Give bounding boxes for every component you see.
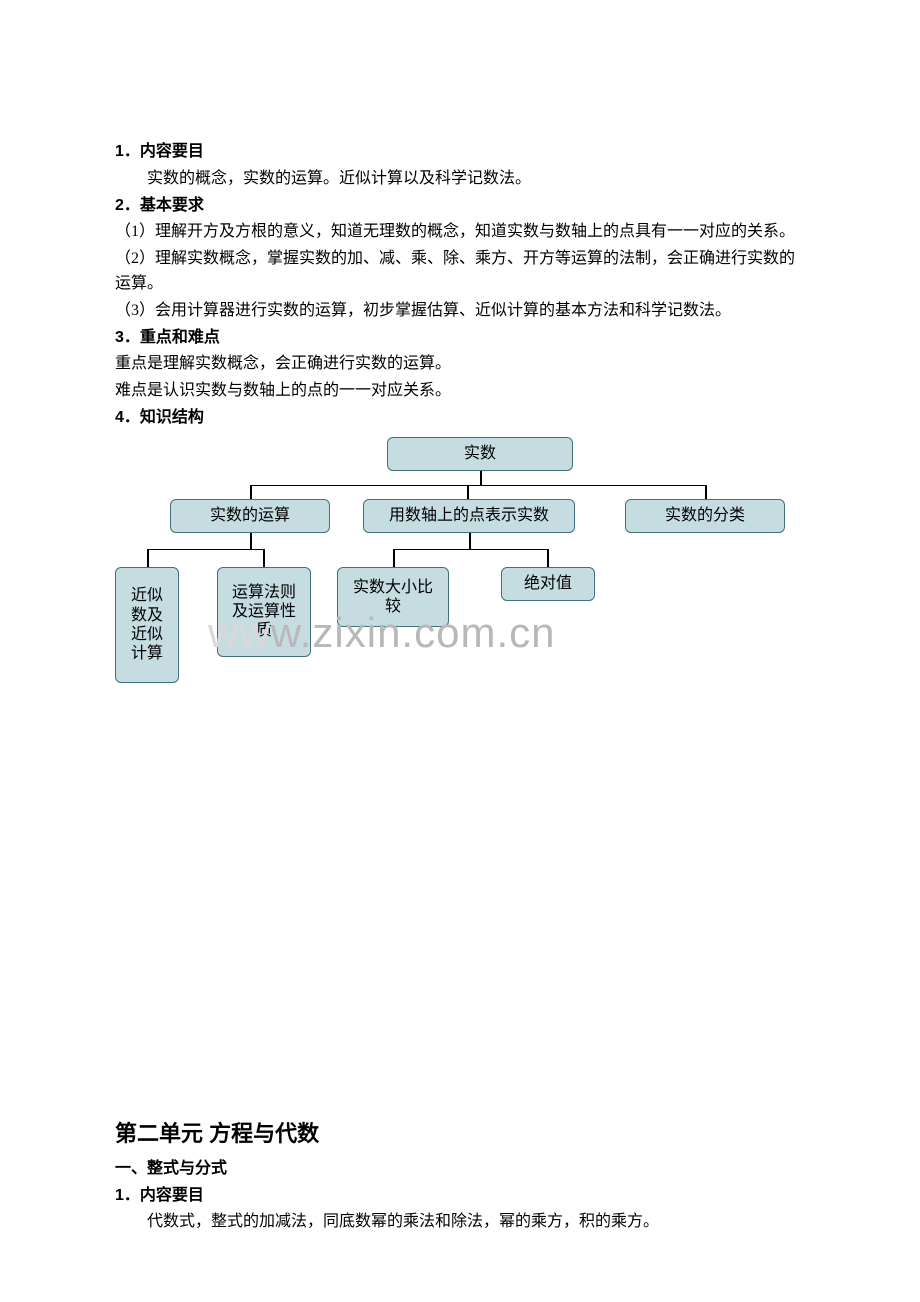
tree-edge <box>547 549 549 567</box>
tree-edge <box>147 549 149 567</box>
tree-edge <box>467 485 469 499</box>
tree-edge <box>250 485 252 499</box>
tree-edge <box>263 549 265 567</box>
text-req-3: （3）会用计算器进行实数的运算，初步掌握估算、近似计算的基本方法和科学记数法。 <box>115 299 810 324</box>
tree-node-root: 实数 <box>387 437 573 471</box>
tree-node-n1: 实数的运算 <box>170 499 330 533</box>
tree-edge <box>480 471 482 485</box>
tree-edge <box>705 485 707 499</box>
text-key: 重点是理解实数概念，会正确进行实数的运算。 <box>115 352 810 377</box>
blank-space <box>115 697 810 1117</box>
tree-node-n3: 实数的分类 <box>625 499 785 533</box>
unit2-heading-content: 1．内容要目 <box>115 1184 810 1209</box>
tree-node-n21: 实数大小比较 <box>337 567 449 627</box>
text-req-2: （2）理解实数概念，掌握实数的加、减、乘、除、乘方、开方等运算的法制，会正确进行… <box>115 247 810 297</box>
tree-diagram: 实数实数的运算用数轴上的点表示实数 实数的分类近似数及近似计算运算法则及运算性质实… <box>115 437 815 697</box>
unit2-text-content: 代数式，整式的加减法，同底数幂的乘法和除法，幂的乘方，积的乘方。 <box>115 1210 810 1235</box>
tree-node-n12: 运算法则及运算性质 <box>217 567 311 657</box>
heading-content-outline: 1．内容要目 <box>115 140 810 165</box>
tree-edge <box>250 533 252 549</box>
tree-edge <box>250 485 705 487</box>
heading-basic-req: 2．基本要求 <box>115 194 810 219</box>
tree-node-n11: 近似数及近似计算 <box>115 567 179 683</box>
heading-key-difficult: 3．重点和难点 <box>115 326 810 351</box>
text-req-1: （1）理解开方及方根的意义，知道无理数的概念，知道实数与数轴上的点具有一一对应的… <box>115 220 810 245</box>
text-difficult: 难点是认识实数与数轴上的点的一一对应关系。 <box>115 379 810 404</box>
unit2-subtitle: 一、整式与分式 <box>115 1157 810 1182</box>
tree-edge <box>469 533 471 549</box>
unit2-title: 第二单元 方程与代数 <box>115 1117 810 1151</box>
heading-structure: 4．知识结构 <box>115 406 810 431</box>
tree-edge <box>393 549 547 551</box>
text-content-outline: 实数的概念，实数的运算。近似计算以及科学记数法。 <box>115 167 810 192</box>
tree-edge <box>147 549 263 551</box>
tree-node-n22: 绝对值 <box>501 567 595 601</box>
tree-node-n2: 用数轴上的点表示实数 <box>363 499 575 533</box>
tree-edge <box>393 549 395 567</box>
